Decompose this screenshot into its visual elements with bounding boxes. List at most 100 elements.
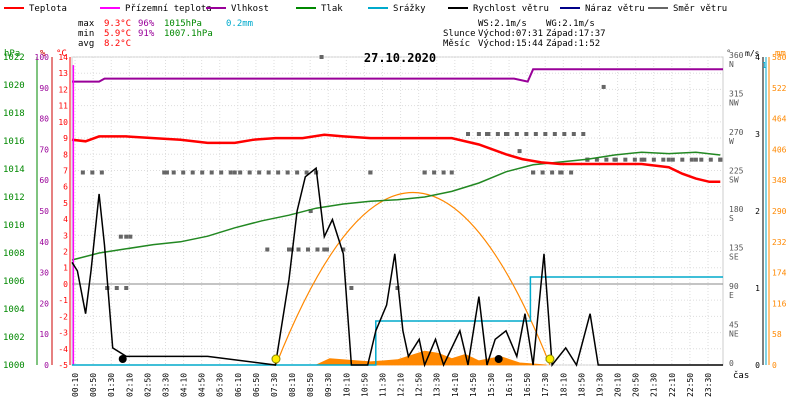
temperature-tick-label: -5 — [58, 361, 68, 370]
x-tick-label: 18:50 — [577, 373, 586, 397]
temperature-tick-label: -4 — [58, 345, 68, 354]
humidity-tick-label: 50 — [39, 207, 49, 216]
wind-direction-point — [128, 234, 133, 239]
x-tick-label: 20:50 — [632, 373, 641, 397]
wind-direction-point — [670, 157, 675, 162]
wind-direction-point — [322, 247, 327, 252]
stat-temp: 5.9°C — [104, 29, 131, 39]
rain-tick-label: 116 — [772, 299, 787, 308]
rain-tick-label: 522 — [772, 84, 787, 93]
rain-axis-unit: mm — [775, 49, 786, 59]
wind-direction-point — [308, 209, 313, 213]
direction-tick-compass: NE — [729, 330, 739, 339]
x-tick-label: 22:50 — [686, 373, 695, 397]
wind-tick-label: 0 — [755, 361, 760, 370]
wind-direction-point — [232, 170, 237, 175]
x-tick-label: 22:10 — [668, 373, 677, 397]
legend-label: Teplota — [29, 4, 67, 14]
wind-direction-point — [162, 170, 167, 175]
pressure-tick-label: 1014 — [3, 165, 25, 175]
humidity-tick-label: 0 — [44, 361, 49, 370]
wind-direction-point — [305, 247, 310, 252]
wind-direction-point — [247, 170, 252, 175]
x-tick-label: 15:30 — [487, 373, 496, 397]
wind-direction-point — [514, 132, 519, 136]
rain-tick-label: 58 — [772, 330, 782, 339]
wind-direction-point — [368, 170, 373, 175]
stats-panel: max 9.3°C 96% 1015hPa 0.2mm min 5.9°C 91% 1007.1… — [78, 19, 253, 49]
pressure-tick-label: 1002 — [3, 333, 25, 343]
legend-label: Rychlost větru — [473, 4, 549, 14]
x-tick-label: 14:10 — [451, 373, 460, 397]
temperature-axis-unit: °C — [56, 49, 67, 59]
wind-direction-point — [517, 149, 522, 154]
wind-direction-point — [285, 170, 290, 175]
temperature-tick-label: 2 — [63, 248, 68, 257]
direction-tick-label: 135 — [729, 244, 744, 253]
info-moonrise: Východ:15:44 — [478, 39, 543, 49]
wind-direction-point — [432, 170, 437, 175]
rain-tick-label: 232 — [772, 238, 787, 247]
x-tick-label: 05:30 — [216, 373, 225, 397]
temperature-tick-label: 14 — [58, 53, 68, 62]
wind-direction-point — [661, 157, 666, 162]
legend-label: Náraz větru — [585, 4, 645, 14]
humidity-tick-label: 30 — [39, 269, 49, 278]
temperature-tick-label: 10 — [58, 118, 68, 127]
stat-label: avg — [78, 39, 94, 49]
direction-tick-compass: S — [729, 214, 734, 223]
x-tick-label: 00:10 — [71, 373, 80, 397]
series-wind-speed — [71, 166, 723, 368]
pressure-tick-label: 1016 — [3, 137, 25, 147]
wind-direction-point — [287, 247, 291, 252]
direction-tick-label: 360 — [729, 51, 744, 60]
x-tick-label: 11:30 — [378, 373, 387, 397]
temperature-tick-label: 7 — [63, 166, 68, 175]
info-wg: WG:2.1m/s — [546, 19, 595, 29]
chart-title: 27.10.2020 — [364, 51, 436, 65]
legend-label: Tlak — [321, 4, 343, 14]
humidity-tick-label: 80 — [39, 115, 49, 124]
series-humidity — [72, 68, 723, 83]
wind-direction-point — [524, 132, 529, 136]
x-tick-label: 03:30 — [161, 373, 170, 397]
wind-direction-point — [118, 234, 123, 239]
x-tick-label: 00:50 — [89, 373, 98, 397]
info-sunset: Západ:17:37 — [546, 29, 606, 39]
wind-direction-point — [699, 157, 704, 162]
x-tick-label: 17:30 — [541, 373, 550, 397]
info-ws: WS:2.1m/s — [478, 19, 527, 29]
wind-direction-point — [594, 157, 599, 162]
direction-tick-compass: E — [729, 291, 734, 300]
wind-direction-point — [164, 170, 169, 175]
wind-direction-point — [265, 247, 270, 252]
direction-tick-compass: NW — [729, 99, 739, 108]
wind-direction-point — [562, 132, 567, 136]
wind-direction-point — [486, 132, 491, 136]
direction-tick-compass: SE — [729, 253, 739, 262]
wind-direction-point — [449, 170, 454, 175]
pressure-tick-label: 1018 — [3, 109, 25, 119]
pressure-tick-label: 1000 — [3, 361, 25, 371]
wind-direction-point — [315, 247, 320, 252]
temperature-tick-label: 0 — [63, 280, 68, 289]
humidity-tick-label: 100 — [35, 53, 50, 62]
x-tick-label: 13:30 — [433, 373, 442, 397]
wind-direction-point — [613, 157, 618, 162]
x-tick-label: 16:50 — [523, 373, 532, 397]
wind-direction-point — [601, 84, 606, 89]
wind-direction-point — [505, 132, 510, 136]
wind-direction-point — [543, 132, 548, 136]
temperature-tick-label: 11 — [58, 102, 68, 111]
x-tick-label: 23:30 — [704, 373, 713, 397]
temperature-tick-label: 9 — [63, 134, 68, 143]
wind-direction-point — [209, 170, 214, 175]
x-tick-label: 12:10 — [397, 373, 406, 397]
direction-tick-label: 315 — [729, 90, 744, 99]
series-rain-cumulative — [72, 276, 723, 366]
x-tick-label: 08:10 — [288, 373, 297, 397]
legend-label: Směr větru — [673, 4, 727, 14]
temperature-tick-label: -1 — [58, 296, 68, 305]
wind-direction-point — [552, 132, 557, 136]
